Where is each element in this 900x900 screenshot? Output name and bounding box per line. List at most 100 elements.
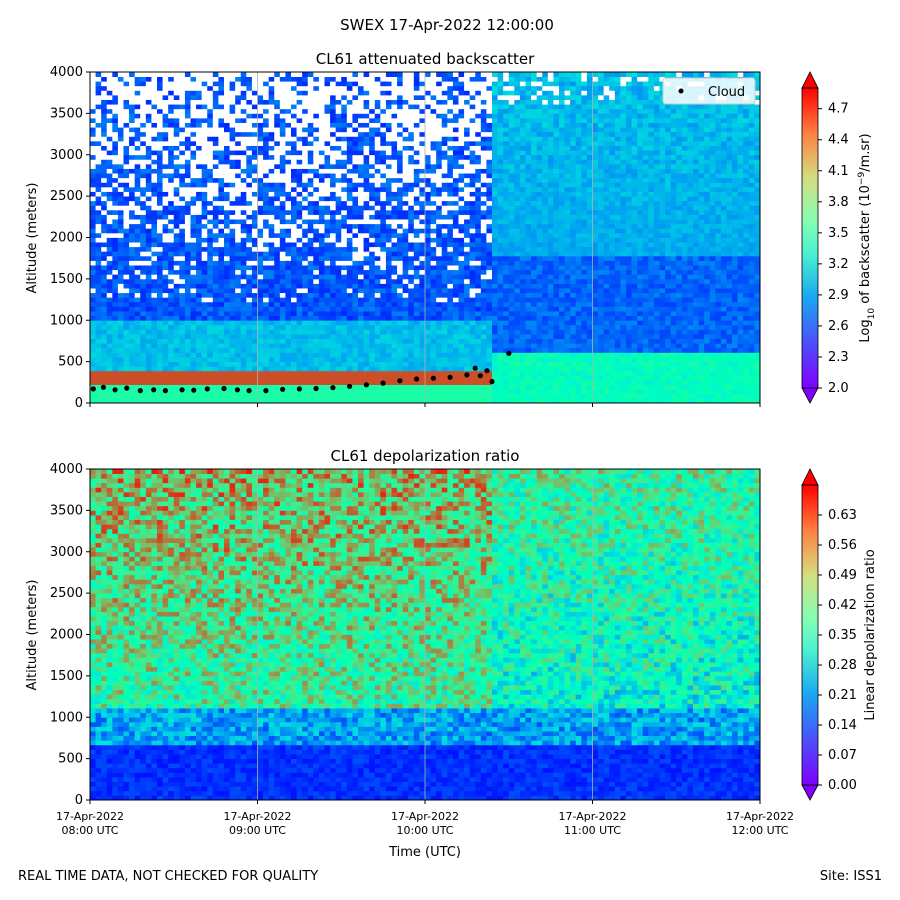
- colorbar-tick-label: 4.7: [828, 102, 849, 117]
- cloud-base-point: [430, 375, 436, 381]
- panel1-colorbar: 2.0 2.3 2.6 2.9 3.2 3.5 3.8 4.1 4.4 4.7 Log10 of …: [801, 71, 877, 404]
- colorbar-tick-label: 4.4: [828, 133, 849, 148]
- panel2-colorbar-label: Linear depolarization ratio: [863, 549, 878, 720]
- y-tick-label: 1000: [50, 313, 83, 328]
- cloud-base-point: [100, 384, 106, 390]
- panel-backscatter: CL61 attenuated backscatter 0 500 1000 1500…: [25, 50, 877, 411]
- footer-quality-note: REAL TIME DATA, NOT CHECKED FOR QUALITY: [18, 869, 319, 884]
- cloud-base-point: [221, 385, 227, 392]
- y-tick-label: 4000: [50, 65, 83, 80]
- y-tick-label: 0: [75, 396, 83, 411]
- colorbar-tick-label: 0.56: [828, 538, 857, 553]
- x-tick-time: 08:00 UTC: [61, 824, 118, 837]
- y-tick-label: 3500: [50, 106, 83, 121]
- cloud-base-point: [124, 385, 130, 391]
- cloud-base-point: [112, 387, 118, 393]
- colorbar-tick-label: 0.14: [828, 718, 857, 733]
- cloud-base-point: [263, 388, 269, 394]
- cloud-base-point: [280, 386, 286, 392]
- panel2-colorbar-ticks: 0.00 0.07 0.14 0.21 0.28 0.35 0.42 0.49 0.56 0.63: [818, 508, 857, 793]
- y-tick-label: 1000: [50, 710, 83, 725]
- y-tick-label: 0: [75, 793, 83, 808]
- colorbar-tick-label: 0.07: [828, 748, 857, 763]
- cloud-base-markers: [90, 350, 512, 394]
- x-tick-date: 17-Apr-2022: [391, 810, 459, 823]
- cloud-base-point: [397, 378, 403, 384]
- cloud-base-point: [234, 387, 240, 393]
- cloud-base-point: [90, 386, 96, 392]
- panel1-title: CL61 attenuated backscatter: [316, 50, 535, 68]
- x-tick-time: 12:00 UTC: [731, 824, 788, 837]
- x-tick-date: 17-Apr-2022: [558, 810, 626, 823]
- cloud-base-point: [506, 350, 512, 356]
- cloud-base-point: [330, 385, 336, 391]
- colorbar-tick-label: 0.21: [828, 688, 857, 703]
- cloud-base-point: [246, 388, 252, 394]
- cloud-base-point: [191, 387, 197, 393]
- panel1-colorbar-label: Log10 of backscatter (10−9/m.sr): [857, 133, 877, 342]
- y-tick-label: 2000: [50, 628, 83, 643]
- panel2-title: CL61 depolarization ratio: [331, 447, 520, 465]
- cloud-base-point: [380, 380, 386, 386]
- colorbar-tick-label: 0.28: [828, 658, 857, 673]
- panel-depolarization: CL61 depolarization ratio 0 500 1000 1500 20…: [25, 447, 878, 860]
- y-tick-label: 500: [58, 752, 83, 767]
- y-tick-label: 3000: [50, 148, 83, 163]
- footer-site-label: Site: ISS1: [819, 869, 882, 884]
- colorbar-tick-label: 2.6: [828, 319, 849, 334]
- cloud-base-point: [204, 386, 210, 392]
- x-tick-time: 10:00 UTC: [396, 824, 453, 837]
- colorbar-tick-label: 3.8: [828, 195, 849, 210]
- y-tick-label: 4000: [50, 462, 83, 477]
- colorbar-tick-label: 0.00: [828, 778, 857, 793]
- x-tick-date: 17-Apr-2022: [726, 810, 794, 823]
- y-tick-label: 3000: [50, 545, 83, 560]
- y-tick-label: 2500: [50, 586, 83, 601]
- colorbar-tick-label: 0.35: [828, 628, 857, 643]
- colorbar-tick-label: 3.5: [828, 226, 849, 241]
- panel2-y-ticks: 0 500 1000 1500 2000 2500 3000 3500 4000: [50, 462, 90, 808]
- x-tick-date: 17-Apr-2022: [223, 810, 291, 823]
- y-tick-label: 3500: [50, 503, 83, 518]
- cloud-base-point: [347, 383, 353, 389]
- colorbar-tick-label: 0.42: [828, 598, 857, 613]
- cloud-base-point: [489, 378, 495, 385]
- colorbar-tick-label: 3.2: [828, 257, 849, 272]
- cloud-base-point: [447, 374, 453, 380]
- colorbar-tick-label: 4.1: [828, 164, 849, 179]
- cloud-base-point: [313, 385, 319, 392]
- y-tick-label: 2000: [50, 231, 83, 246]
- panel2-colorbar: 0.00 0.07 0.14 0.21 0.28 0.35 0.42 0.49 0.56 0.63…: [801, 468, 878, 801]
- cloud-base-point: [162, 388, 168, 394]
- y-tick-label: 1500: [50, 272, 83, 287]
- panel2-ylabel: Altitude (meters): [25, 580, 40, 691]
- colorbar-tick-label: 2.9: [828, 288, 849, 303]
- cloud-base-point: [137, 388, 143, 394]
- cloud-base-point: [179, 387, 185, 393]
- panel1-legend: Cloud: [662, 77, 756, 105]
- legend-cloud-label: Cloud: [708, 85, 745, 100]
- y-tick-label: 500: [58, 355, 83, 370]
- cloud-base-point: [477, 373, 483, 379]
- panel1-colorbar-ticks: 2.0 2.3 2.6 2.9 3.2 3.5 3.8 4.1 4.4 4.7: [818, 102, 849, 396]
- legend-cloud-marker: [678, 88, 684, 94]
- colorbar-tick-label: 0.63: [828, 508, 857, 523]
- figure-suptitle: SWEX 17-Apr-2022 12:00:00: [340, 16, 554, 34]
- cloud-base-point: [296, 386, 302, 392]
- colorbar-tick-label: 2.3: [828, 350, 849, 365]
- cloud-base-point: [484, 368, 490, 374]
- panel1-x-ticks: [89, 403, 761, 407]
- cloud-base-point: [414, 376, 420, 382]
- cloud-base-point: [464, 372, 470, 378]
- y-tick-label: 1500: [50, 669, 83, 684]
- cloud-base-point: [472, 365, 478, 371]
- y-tick-label: 2500: [50, 189, 83, 204]
- cloud-base-point: [151, 387, 157, 393]
- x-tick-date: 17-Apr-2022: [56, 810, 124, 823]
- colorbar-tick-label: 2.0: [828, 381, 849, 396]
- x-tick-time: 11:00 UTC: [564, 824, 621, 837]
- colorbar-tick-label: 0.49: [828, 568, 857, 583]
- x-tick-time: 09:00 UTC: [229, 824, 286, 837]
